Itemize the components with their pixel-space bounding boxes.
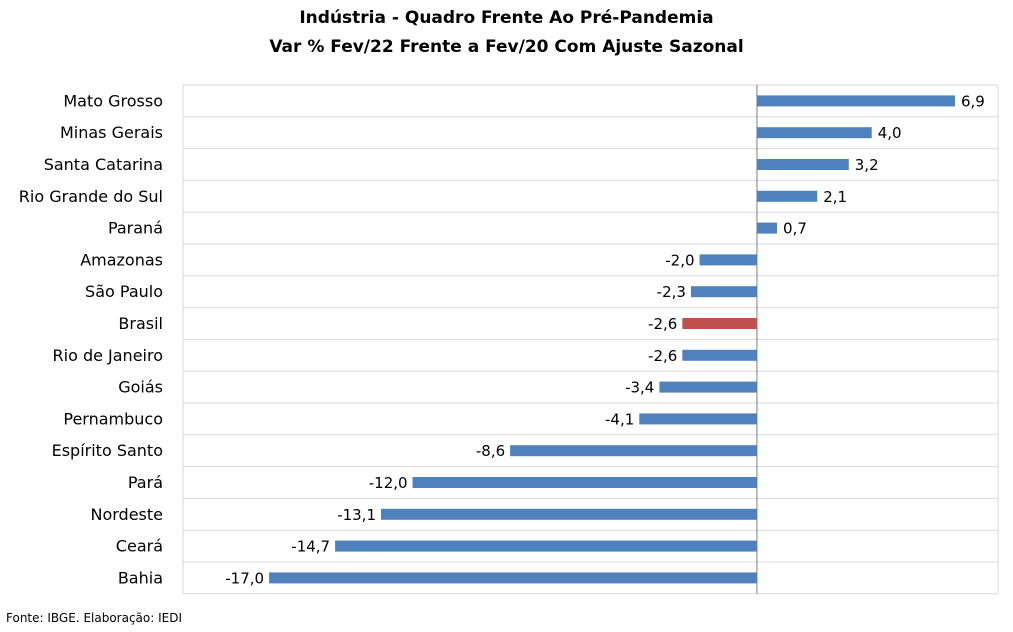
bar [510,445,757,457]
data-label: -2,6 [648,347,677,365]
data-label: -17,0 [225,569,264,587]
data-label: 2,1 [823,188,847,206]
category-label: Brasil [118,314,163,333]
bar [639,413,757,425]
bar [682,318,757,329]
data-label: -13,1 [337,506,376,524]
category-label: São Paulo [85,282,163,301]
chart-subtitle: Var % Fev/22 Frente a Fev/20 Com Ajuste … [269,37,744,57]
bar [699,254,757,266]
data-label: -4,1 [605,410,634,428]
category-label: Ceará [116,537,163,556]
data-label: -2,6 [648,315,677,333]
category-label: Minas Gerais [60,123,163,142]
chart-title: Indústria - Quadro Frente Ao Pré-Pandemi… [299,8,714,28]
data-label: -3,4 [625,379,654,397]
bar [690,286,757,298]
category-label: Rio Grande do Sul [19,187,163,206]
source-note: Fonte: IBGE. Elaboração: IEDI [6,611,183,625]
bar [756,159,849,170]
data-label: 6,9 [961,92,985,110]
data-label: -2,3 [657,283,686,301]
data-label: -2,0 [665,251,694,269]
data-label: 4,0 [878,124,902,142]
data-label: -12,0 [369,474,408,492]
category-label: Bahia [118,568,163,587]
category-label: Mato Grosso [63,91,163,110]
bar [412,477,757,488]
category-label: Pará [128,473,163,492]
data-label: -14,7 [291,538,330,556]
category-label: Paraná [108,219,163,238]
bar [335,540,757,552]
category-label: Amazonas [80,250,163,269]
bar [756,95,955,107]
category-label: Nordeste [90,505,163,524]
data-label: -8,6 [476,442,505,460]
bar [756,222,778,234]
bar [756,190,818,202]
category-label: Espírito Santo [52,441,163,460]
category-label: Rio de Janeiro [53,346,164,365]
bar [381,508,757,520]
data-label: 3,2 [855,156,879,174]
data-label: 0,7 [783,220,807,238]
category-label: Santa Catarina [44,155,163,174]
bar [269,572,757,584]
category-label: Pernambuco [63,409,163,428]
bar [756,127,872,139]
bar [659,381,757,393]
bar [682,349,757,361]
category-label: Goiás [118,378,163,397]
